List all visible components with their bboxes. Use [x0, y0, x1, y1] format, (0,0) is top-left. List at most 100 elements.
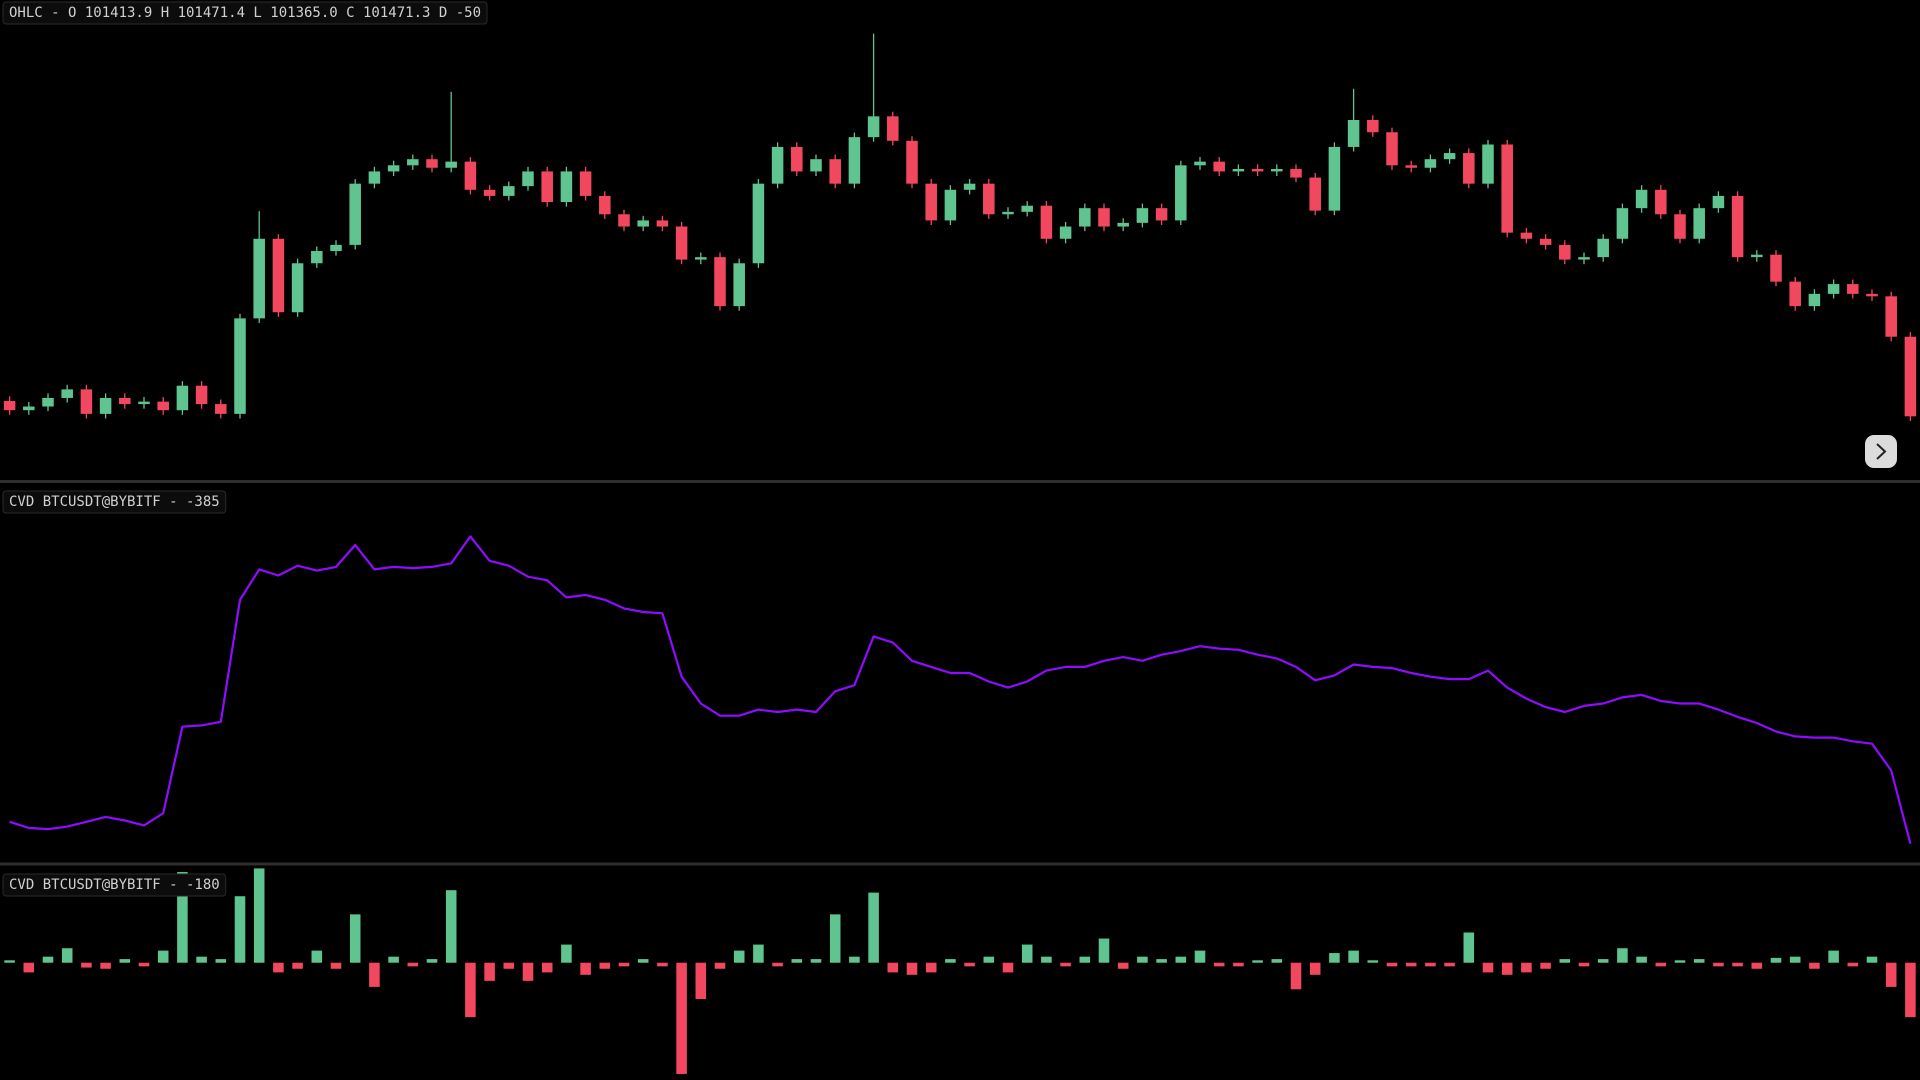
delta-bar	[253, 868, 265, 963]
delta-bar	[4, 960, 15, 963]
candle-body	[1520, 232, 1533, 239]
candle-body	[330, 244, 342, 252]
candle-body	[791, 146, 803, 172]
candle-body	[522, 171, 534, 187]
delta-bar	[791, 959, 803, 963]
candle-body	[195, 385, 208, 405]
candle-body	[215, 404, 227, 414]
candle-body	[1693, 208, 1705, 239]
candle-body	[1559, 244, 1571, 260]
candle-body	[618, 214, 630, 227]
delta-bar	[426, 959, 438, 963]
delta-bar	[42, 956, 54, 963]
candle-body	[1290, 168, 1302, 178]
delta-bar	[1233, 962, 1244, 967]
delta-bar	[849, 956, 860, 963]
delta-bar	[1578, 962, 1590, 967]
scroll-button[interactable]	[1865, 435, 1897, 468]
delta-bar	[829, 914, 841, 963]
delta-bar	[1540, 962, 1551, 969]
candle-body	[1808, 293, 1821, 307]
delta-bar	[733, 950, 745, 963]
candle-body	[1347, 120, 1360, 147]
candle-body	[1059, 226, 1072, 239]
delta-bar	[1559, 959, 1571, 963]
candle-body	[1847, 284, 1859, 294]
delta-bar	[1290, 962, 1302, 990]
candle-body	[733, 263, 745, 307]
candle-body	[1655, 189, 1667, 215]
candle-body	[829, 159, 841, 184]
candle-body	[867, 116, 880, 138]
candle-body	[234, 318, 246, 414]
labels: OHLC - O 101413.9 H 101471.4 L 101365.0 …	[2, 1, 488, 897]
delta-bar	[599, 962, 611, 969]
delta-bar	[983, 956, 995, 963]
candle-body	[176, 385, 189, 411]
delta-bar	[1885, 962, 1897, 987]
delta-bar	[215, 959, 227, 963]
candle-body	[1424, 159, 1437, 168]
candle-body	[1674, 214, 1686, 239]
candle-body	[23, 406, 35, 411]
delta-bar	[868, 892, 879, 963]
delta-bar	[465, 962, 476, 1018]
candle-body	[1539, 238, 1552, 245]
delta-bar	[1175, 956, 1187, 963]
candle-body	[1866, 293, 1878, 297]
candle-body	[1712, 195, 1725, 209]
candle-body	[1443, 153, 1456, 160]
delta-bar	[1079, 956, 1091, 963]
delta-bar	[1425, 962, 1436, 967]
candle-body	[1501, 144, 1513, 233]
delta-bar	[657, 962, 668, 967]
candle-body	[579, 171, 592, 196]
candle-body	[675, 226, 688, 260]
delta-bar	[1329, 953, 1340, 963]
candle-body	[1251, 168, 1264, 172]
delta-bar	[369, 962, 380, 987]
candle-body	[42, 397, 54, 407]
delta-bar	[1367, 960, 1379, 963]
delta-bar	[1713, 962, 1724, 967]
delta-bar	[1655, 962, 1667, 967]
delta-bar	[695, 962, 707, 999]
delta-bar	[388, 956, 399, 963]
delta-bar	[1444, 962, 1455, 967]
delta-bar	[1463, 932, 1475, 963]
delta-bar	[234, 896, 246, 963]
delta-bar	[810, 959, 822, 963]
candle-body	[387, 165, 400, 172]
ohlc-legend: OHLC - O 101413.9 H 101471.4 L 101365.0 …	[9, 5, 481, 21]
candle-body	[1482, 144, 1494, 184]
delta-bar	[580, 962, 591, 975]
candle-body	[503, 186, 515, 196]
delta-bar	[753, 944, 764, 963]
candle-body	[61, 389, 73, 398]
scroll-button-bg[interactable]	[1865, 435, 1897, 468]
delta-bar	[1271, 959, 1283, 963]
delta-bar	[1482, 962, 1494, 973]
delta-bar	[1693, 959, 1705, 963]
label-box	[2, 873, 227, 897]
candle-body	[349, 183, 361, 245]
candle-body	[848, 137, 861, 184]
candle-body	[1040, 205, 1053, 239]
delta-bar	[1252, 960, 1263, 963]
delta-bar	[964, 962, 975, 967]
candle-body	[1770, 254, 1782, 282]
candle-body	[1405, 165, 1417, 168]
candle-body	[944, 189, 957, 221]
candle-body	[1002, 211, 1014, 215]
cvd-line	[9, 535, 1912, 844]
delta-bar	[138, 962, 150, 967]
delta-bar	[1636, 956, 1647, 963]
delta-bar	[1348, 950, 1359, 963]
delta-bar	[503, 962, 515, 969]
delta-bar	[407, 962, 419, 967]
delta-bar	[1098, 938, 1110, 963]
candle-body	[99, 397, 112, 414]
candle-body	[119, 397, 131, 405]
delta-bar	[1002, 962, 1014, 973]
